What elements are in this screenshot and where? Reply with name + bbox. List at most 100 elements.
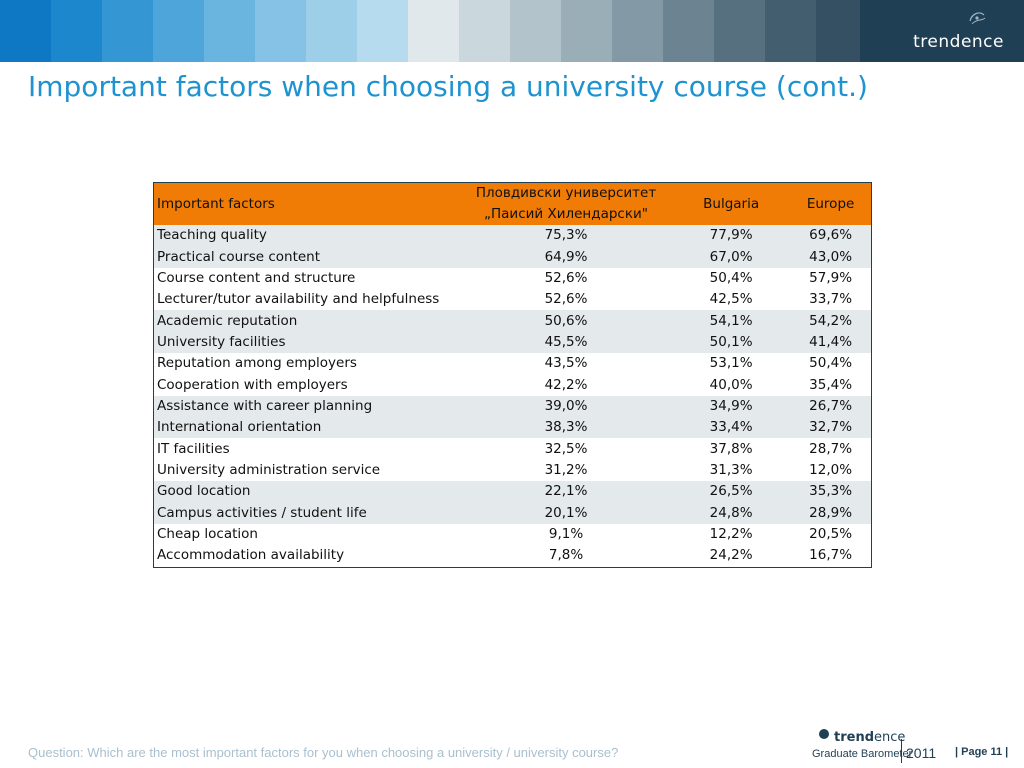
bulgaria-value-cell: 12,2%: [709, 525, 753, 542]
bulgaria-value-cell: 40,0%: [709, 376, 753, 393]
header-stripe: [306, 0, 357, 62]
table-row: IT facilities 32,5% 37,8% 28,7%: [154, 438, 871, 460]
factor-name-cell: International orientation: [157, 419, 322, 436]
table-row: University administration service 31,2% 31…: [154, 459, 871, 482]
header-stripe: [357, 0, 408, 62]
header-stripe: [255, 0, 306, 62]
logo-subtitle: Graduate Barometer: [812, 748, 913, 760]
university-value-cell: 45,5%: [544, 333, 588, 350]
university-value-cell: 39,0%: [544, 397, 588, 414]
header-stripe: [816, 0, 867, 62]
bulgaria-value-cell: 53,1%: [709, 355, 753, 372]
header-stripe: [102, 0, 153, 62]
university-value-cell: 50,6%: [544, 312, 588, 329]
factors-table: Important factors Пловдивски университет…: [154, 183, 871, 567]
header-stripe: [408, 0, 459, 62]
header-stripe: [765, 0, 816, 62]
header-stripe: [204, 0, 255, 62]
logo-wordmark: trendence: [834, 730, 905, 745]
table-row: Good location 22,1% 26,5% 35,3%: [154, 481, 871, 503]
university-value-cell: 9,1%: [548, 525, 584, 542]
factor-name-cell: Campus activities / student life: [157, 504, 367, 521]
university-value-cell: 75,3%: [544, 227, 588, 244]
europe-value-cell: 41,4%: [809, 333, 853, 350]
header-stripes: [0, 0, 1024, 62]
bulgaria-value-cell: 37,8%: [709, 440, 753, 457]
table-row: Assistance with career planning 39,0% 34,9…: [154, 395, 871, 418]
factor-name-cell: Lecturer/tutor availability and helpfuln…: [157, 291, 440, 308]
europe-value-cell: 12,0%: [809, 461, 853, 478]
university-value-cell: 52,6%: [544, 269, 588, 286]
page-title: Important factors when choosing a univer…: [28, 70, 868, 103]
brand-block: trendence: [860, 0, 1024, 62]
university-value-cell: 43,5%: [544, 355, 588, 372]
bulgaria-value-cell: 34,9%: [709, 397, 753, 414]
header-stripe: [510, 0, 561, 62]
europe-value-cell: 69,6%: [809, 227, 853, 244]
europe-value-cell: 57,9%: [809, 269, 853, 286]
university-value-cell: 42,2%: [544, 376, 588, 393]
bulgaria-value-cell: 54,1%: [709, 312, 753, 329]
university-value-cell: 22,1%: [544, 483, 588, 500]
table-header-row: Important factors Пловдивски университет…: [154, 183, 871, 225]
factor-name-cell: Course content and structure: [157, 269, 356, 286]
factor-name-cell: Cooperation with employers: [157, 376, 348, 393]
table-row: International orientation 38,3% 33,4% 32,7%: [154, 417, 871, 439]
factor-name-cell: Cheap location: [157, 525, 258, 542]
factor-name-cell: IT facilities: [157, 440, 230, 457]
university-value-cell: 7,8%: [548, 547, 584, 564]
bulgaria-value-cell: 24,8%: [709, 504, 753, 521]
logo-globe-icon: [819, 729, 829, 739]
factor-name-cell: Accommodation availability: [157, 547, 345, 564]
university-header-text: Пловдивски университет „Паисий Хилендарск…: [475, 185, 657, 222]
table-row: Course content and structure 52,6% 50,4% 57…: [154, 267, 871, 290]
header-stripe: [51, 0, 102, 62]
europe-value-cell: 43,0%: [809, 248, 853, 265]
factor-name-cell: University facilities: [157, 333, 286, 350]
table-row: Cheap location 9,1% 12,2% 20,5%: [154, 523, 871, 546]
factor-name-cell: Reputation among employers: [157, 355, 357, 372]
bulgaria-value-cell: 77,9%: [709, 227, 753, 244]
header-stripe: [153, 0, 204, 62]
university-value-cell: 20,1%: [544, 504, 588, 521]
column-header-europe: Europe: [806, 195, 855, 212]
logo-word-bold: trend: [834, 730, 875, 745]
university-value-cell: 38,3%: [544, 419, 588, 436]
logo-word-light: ence: [874, 730, 906, 745]
bulgaria-value-cell: 26,5%: [709, 483, 753, 500]
column-header-university: Пловдивски университет „Паисий Хилендарск…: [460, 183, 672, 225]
europe-value-cell: 54,2%: [809, 312, 853, 329]
header-stripe: [459, 0, 510, 62]
europe-value-cell: 26,7%: [809, 397, 853, 414]
bulgaria-value-cell: 24,2%: [709, 547, 753, 564]
table-row: Campus activities / student life 20,1% 24,…: [154, 502, 871, 524]
factor-name-cell: Practical course content: [157, 248, 321, 265]
column-header-factors: Important factors: [157, 195, 275, 212]
table-row: Reputation among employers 43,5% 53,1% 50,4…: [154, 353, 871, 375]
column-header-bulgaria: Bulgaria: [703, 195, 760, 212]
europe-value-cell: 16,7%: [809, 547, 853, 564]
bulgaria-value-cell: 50,1%: [709, 333, 753, 350]
bulgaria-value-cell: 31,3%: [709, 461, 753, 478]
factor-name-cell: Teaching quality: [157, 227, 267, 244]
table-body: Teaching quality 75,3% 77,9% 69,6% Practical…: [154, 225, 871, 567]
table-row: Cooperation with employers 42,2% 40,0% 35,4…: [154, 374, 871, 396]
bulgaria-value-cell: 42,5%: [709, 291, 753, 308]
europe-value-cell: 35,4%: [809, 376, 853, 393]
header-stripe: [714, 0, 765, 62]
trendence-footer-logo: trendence Graduate Barometer 2011: [812, 727, 937, 765]
brand-logo-text: trendence: [913, 32, 1004, 52]
factors-table-container: Important factors Пловдивски университет…: [153, 182, 872, 568]
header-stripe: [561, 0, 612, 62]
europe-value-cell: 33,7%: [809, 291, 853, 308]
factor-name-cell: University administration service: [157, 461, 381, 478]
europe-value-cell: 32,7%: [809, 419, 853, 436]
europe-value-cell: 28,7%: [809, 440, 853, 457]
table-row: Teaching quality 75,3% 77,9% 69,6%: [154, 225, 871, 247]
table-row: Accommodation availability 7,8% 24,2% 16,7%: [154, 545, 871, 567]
table-row: University facilities 45,5% 50,1% 41,4%: [154, 331, 871, 354]
header-stripe: [0, 0, 51, 62]
factor-name-cell: Good location: [157, 483, 251, 500]
table-row: Lecturer/tutor availability and helpfuln…: [154, 289, 871, 311]
logo-year: 2011: [906, 745, 937, 761]
